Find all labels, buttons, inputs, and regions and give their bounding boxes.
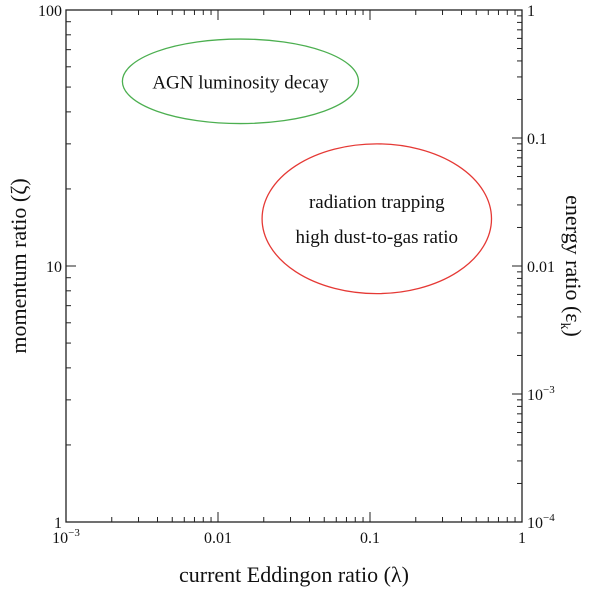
y-tick-label: 10: [46, 259, 62, 276]
x-tick-label: 1: [518, 530, 526, 547]
region-ellipse: [261, 143, 493, 295]
y2-tick-label: 0.01: [527, 259, 555, 276]
x-tick-label: 10−3: [52, 527, 80, 547]
y2-tick-label: 10−4: [527, 512, 555, 532]
x-axis-title: current Eddingon ratio (λ): [179, 562, 409, 587]
y2-tick-label: 10−3: [527, 384, 555, 404]
y-axis-title: momentum ratio (ζ): [6, 178, 31, 353]
region-label: AGN luminosity decay: [152, 72, 329, 93]
regions-layer: [121, 38, 493, 295]
y2-tick-label: 1: [527, 3, 535, 20]
plot-frame: [65, 9, 523, 523]
ticks-layer: 10−3 0.01 0.1 1 1 10 100 10−4 10−3 0.01 0.1 1: [38, 3, 555, 547]
y-tick-label: 100: [38, 3, 62, 20]
y-tick-label: 1: [54, 515, 62, 532]
x-tick-label: 0.1: [360, 530, 380, 547]
y2-axis-title: energy ratio (εk): [557, 195, 586, 337]
region-ellipse: [121, 38, 360, 125]
x-tick-label: 0.01: [204, 530, 232, 547]
labels-layer: AGN luminosity decay radiation trapping hi…: [152, 72, 458, 248]
region-label: radiation trapping: [309, 192, 445, 213]
region-label: high dust-to-gas ratio: [296, 227, 459, 248]
y2-tick-label: 0.1: [527, 131, 547, 148]
